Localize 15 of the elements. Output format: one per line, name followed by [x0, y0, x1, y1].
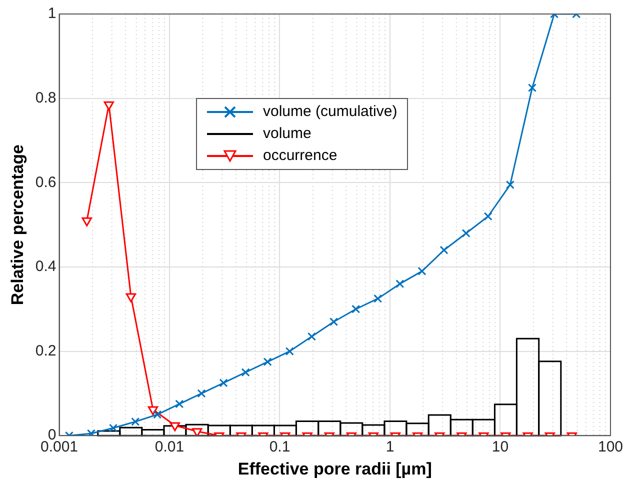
- y-tick-label: 0.8: [35, 89, 56, 106]
- y-tick-label: 1: [48, 5, 56, 22]
- x-tick-label: 0.1: [269, 438, 290, 456]
- y-tick-label: 0.6: [35, 174, 56, 191]
- y-tick-label: 0.4: [35, 258, 56, 276]
- x-axis-title: Effective pore radii [µm]: [238, 459, 432, 478]
- x-tick-label: 1: [386, 438, 394, 456]
- y-tick-label: 0.2: [35, 342, 56, 360]
- legend-label: occurrence: [263, 147, 338, 164]
- legend-label: volume: [263, 125, 312, 142]
- x-tick-label: 0.01: [154, 438, 184, 456]
- x-tick-label: 10: [492, 438, 509, 456]
- x-tick-label: 100: [598, 438, 623, 456]
- y-axis-title: Relative percentage: [8, 144, 27, 306]
- legend-label: volume (cumulative): [263, 103, 398, 120]
